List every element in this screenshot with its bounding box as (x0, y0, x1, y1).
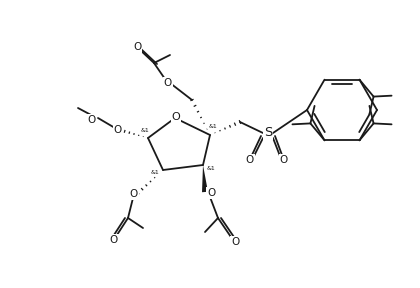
Text: O: O (172, 112, 180, 122)
Text: S: S (264, 126, 272, 139)
Text: &1: &1 (209, 124, 218, 130)
Text: O: O (133, 42, 141, 52)
Text: O: O (88, 115, 96, 125)
Text: &1: &1 (141, 128, 150, 132)
Text: O: O (207, 188, 215, 198)
Text: &1: &1 (207, 166, 215, 170)
Text: O: O (246, 155, 254, 165)
Text: O: O (110, 235, 118, 245)
Text: O: O (231, 237, 239, 247)
Text: O: O (130, 189, 138, 199)
Text: O: O (280, 155, 288, 165)
Text: &1: &1 (151, 170, 159, 175)
Text: O: O (164, 78, 172, 88)
Text: O: O (114, 125, 122, 135)
Polygon shape (202, 165, 208, 192)
